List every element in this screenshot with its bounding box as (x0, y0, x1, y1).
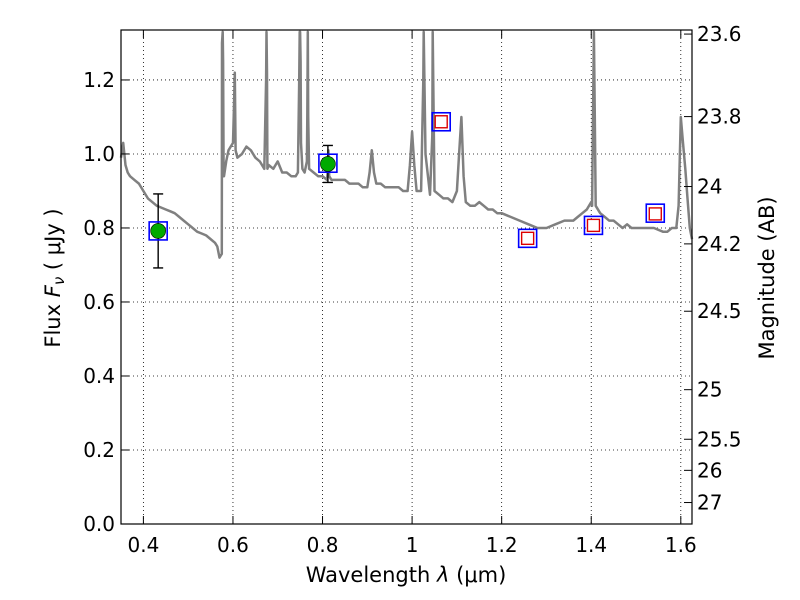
observed-point (150, 223, 166, 239)
y-tick-label: 1.2 (83, 68, 115, 92)
y2-tick-label: 24.5 (697, 299, 742, 323)
y-axis-label: Flux Fν ( μJy ) (41, 208, 68, 347)
photometry-points (148, 111, 666, 269)
model-spectrum (119, 30, 694, 259)
plot-area-frame (120, 29, 693, 525)
y2-axis-label: Magnitude (AB) (755, 196, 779, 359)
y2-tick-label: 24.2 (697, 232, 742, 256)
y-tick-label: 0.0 (83, 512, 115, 536)
y2-tick-label: 25 (697, 378, 722, 402)
y-tick-label: 0.4 (83, 364, 115, 388)
x-tick-label: 0.6 (217, 533, 249, 557)
y2-tick-label: 23.6 (697, 22, 742, 46)
y2-tick-label: 24 (697, 175, 722, 199)
y2-tick-label: 25.5 (697, 427, 742, 451)
photometry-box (517, 228, 538, 249)
model-point (586, 218, 601, 233)
observed-point (320, 156, 336, 172)
x-axis-label: Wavelength λ (μm) (306, 563, 507, 587)
x-tick-label: 1.4 (575, 533, 607, 557)
x-tick-label: 1.6 (665, 533, 697, 557)
photometry-box (645, 203, 666, 223)
x-tick-label: 0.8 (307, 533, 339, 557)
y2-tick-label: 27 (697, 491, 722, 515)
photometry-box (318, 153, 338, 174)
y-tick-label: 0.2 (83, 438, 115, 462)
photometry-box (431, 111, 452, 132)
y-tick-label: 0.6 (83, 290, 115, 314)
photometry-box (148, 221, 168, 241)
x-tick-label: 1.2 (486, 533, 518, 557)
grid (121, 30, 692, 525)
spectrum-line (119, 30, 694, 259)
y2-tick-label: 23.8 (697, 105, 742, 129)
model-point (520, 231, 535, 246)
axis-ticks: 0.4 0.6 0.8 1 1.2 1.4 1.6 0.0 0.2 0.4 0.6 0.8 1.0 1.2… (83, 22, 741, 557)
y-tick-label: 1.0 (83, 142, 115, 166)
photometry-box (583, 215, 604, 236)
y-tick-label: 0.8 (83, 216, 115, 240)
model-point (434, 115, 448, 129)
x-tick-label: 0.4 (127, 533, 159, 557)
x-tick-label: 1 (406, 533, 419, 557)
y2-tick-label: 26 (697, 458, 722, 482)
model-point (648, 207, 662, 221)
